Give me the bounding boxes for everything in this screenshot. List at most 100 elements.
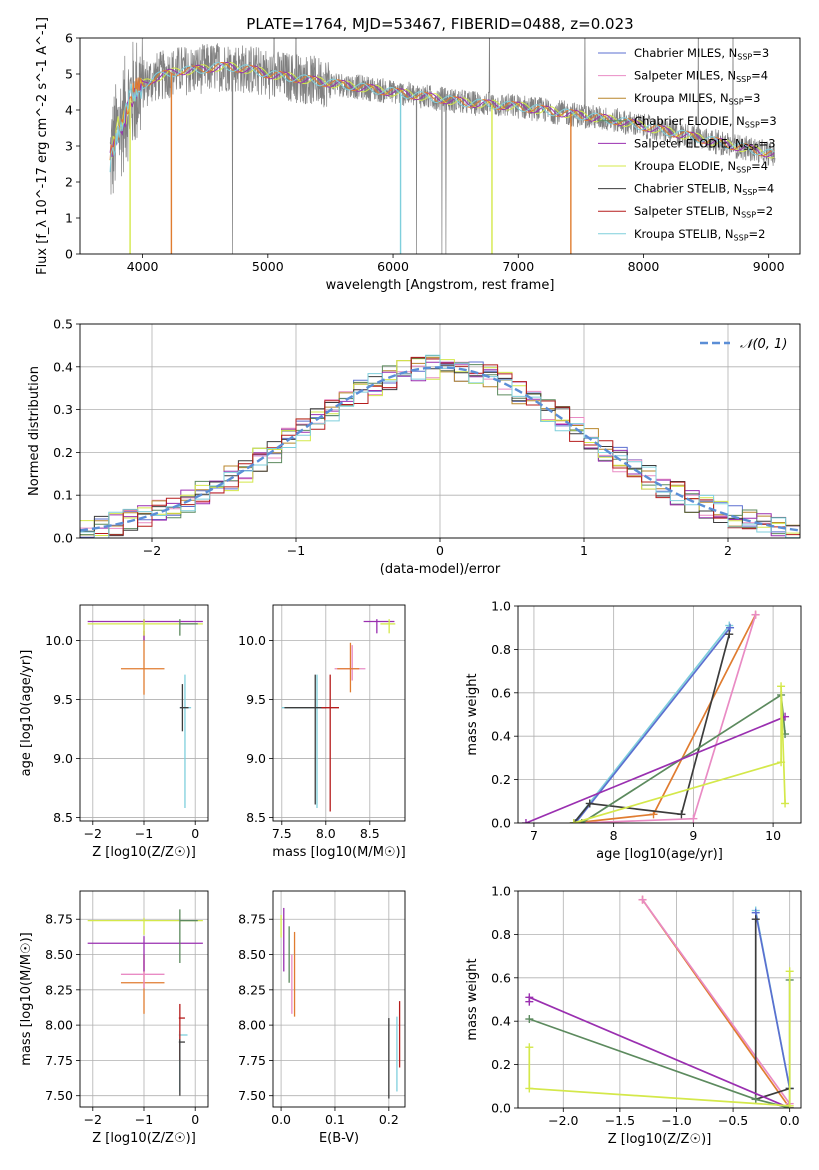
legend-label: Chabrier ELODIE, NSSP=3 [634,114,777,130]
weight-marker [751,915,760,924]
y-tick-label: 0.6 [491,685,511,700]
y-tick-label: 1.0 [491,599,511,614]
weight-marker [585,799,594,808]
x-tick-label: 0.2 [379,1112,399,1127]
errorbar-point [179,619,198,636]
weight-series-line [573,686,786,823]
weight-marker [751,1095,760,1104]
x-tick-label: 5000 [252,259,284,274]
plot-area-weight_vs_Z [525,895,794,1108]
weight-marker [725,630,734,639]
y-tick-label: 1.0 [491,884,511,899]
y-tick-label: 8.75 [238,912,266,927]
panel-age_vs_mass: 7.5 8.0 8.5 8.5 9.0 9.5 10.0 mass [log10(M/M☉)] [238,604,406,860]
weight-marker [726,623,735,632]
y-tick-label: 9.0 [246,751,266,766]
legend-label: Kroupa STELIB, NSSP=2 [634,227,765,243]
y-tick-label: 0.0 [53,531,73,546]
histogram-series [80,358,800,536]
y-tick-label: 9.0 [53,751,73,766]
errorbar-point [380,619,396,634]
y-tick-label: 0.6 [491,970,511,985]
errorbar-point [321,674,339,812]
x-tick-label: 10 [765,828,781,843]
spectrum-data-line [109,38,776,254]
x-tick-label: −1 [135,1112,153,1127]
errorbar-point [179,684,189,732]
x-tick-label: 1 [580,543,588,558]
x-axis-label: (data-model)/error [380,562,501,577]
y-tick-label: 7.50 [238,1088,266,1103]
y-axis-label: mass weight [465,673,480,755]
y-tick-label: 0.4 [53,359,73,374]
panel-age_vs_Z: −2 −1 0 8.5 9.0 9.5 10.0 Z [log10(Z/Z☉)] age [lo… [19,604,209,860]
panel-mass_vs_ebv: 0.0 0.1 0.2 7.50 7.75 8.00 8.25 8.50 8.75 E(B-V) [238,890,406,1146]
legend-label: Chabrier STELIB, NSSP=4 [634,182,774,198]
y-tick-label: 0.8 [491,927,511,942]
x-tick-label: −2.0 [548,1113,578,1128]
plot-area-weight_vs_age [521,610,790,823]
plot-area-spectrum [109,38,776,254]
x-axis-label: E(B-V) [319,1131,359,1146]
weight-marker [751,610,760,619]
spectrum-model-line [109,62,775,161]
legend: Chabrier MILES, NSSP=3 Salpeter MILES, NS… [598,46,777,242]
axes-frame [272,604,406,822]
x-tick-label: −0.5 [718,1113,748,1128]
weight-marker [569,819,578,823]
y-tick-label: 8.25 [238,982,266,997]
weight-marker [525,1084,534,1093]
panel-weight_vs_Z: −2.0 −1.5 −1.0 −0.5 0.0 0.0 0.2 0.4 0.6 0.8 1.0 Z [… [465,884,802,1147]
panel-weight_vs_age: 7 8 9 10 0.0 0.2 0.4 0.6 0.8 1.0 age [log10(age/yr… [465,599,802,862]
x-tick-label: 9 [689,828,697,843]
axes-frame [79,37,801,255]
x-axis-label: Z [log10(Z/Z☉)] [92,1131,196,1146]
legend-label: Kroupa ELODIE, NSSP=4 [634,159,768,175]
weight-marker [777,758,786,767]
y-tick-label: 0.2 [53,445,73,460]
axes-frame [272,890,406,1108]
x-tick-label: −1.5 [605,1113,635,1128]
legend-label: Salpeter MILES, NSSP=4 [634,69,768,85]
weight-marker [781,799,790,808]
errorbar-point [120,630,165,695]
y-axis-label: mass [log10(M/M☉)] [19,932,34,1065]
y-tick-label: 8.5 [53,810,73,825]
y-axis-label: Normed distribution [27,366,42,496]
legend-label: Chabrier MILES, NSSP=3 [634,46,769,62]
weight-marker [777,682,786,691]
x-tick-label: 9000 [753,259,785,274]
y-tick-label: 0.5 [53,317,73,332]
y-axis-label: age [log10(age/yr)] [19,650,34,777]
y-tick-label: 0.1 [53,488,73,503]
weight-marker [638,895,647,904]
y-tick-label: 0.4 [491,1014,511,1029]
x-tick-label: 8 [610,828,618,843]
y-tick-label: 10.0 [45,633,73,648]
weight-marker [525,1043,534,1052]
y-tick-label: 8.00 [45,1018,73,1033]
legend-label: Salpeter STELIB, NSSP=2 [634,204,773,220]
x-axis-label: mass [log10(M/M☉)] [272,845,405,860]
x-tick-label: 4000 [127,259,159,274]
axes-frame [517,890,802,1109]
x-tick-label: 8000 [628,259,660,274]
x-tick-label: 0 [436,543,444,558]
y-tick-label: 2 [65,175,73,190]
legend-label: 𝒩(0, 1) [740,337,787,352]
weight-series-line [525,715,786,823]
y-tick-label: 7.50 [45,1088,73,1103]
weight-marker [689,814,698,823]
y-tick-label: 1 [65,211,73,226]
y-tick-label: 8.5 [246,810,266,825]
y-tick-label: 7.75 [45,1053,73,1068]
y-tick-label: 0.8 [491,642,511,657]
errorbar-point [337,642,360,693]
weight-marker [525,993,534,1002]
axes-frame [517,605,802,824]
axes-frame [79,604,209,822]
plot-area-age_vs_mass [281,619,396,812]
y-tick-label: 6 [65,31,73,46]
y-tick-label: 3 [65,139,73,154]
